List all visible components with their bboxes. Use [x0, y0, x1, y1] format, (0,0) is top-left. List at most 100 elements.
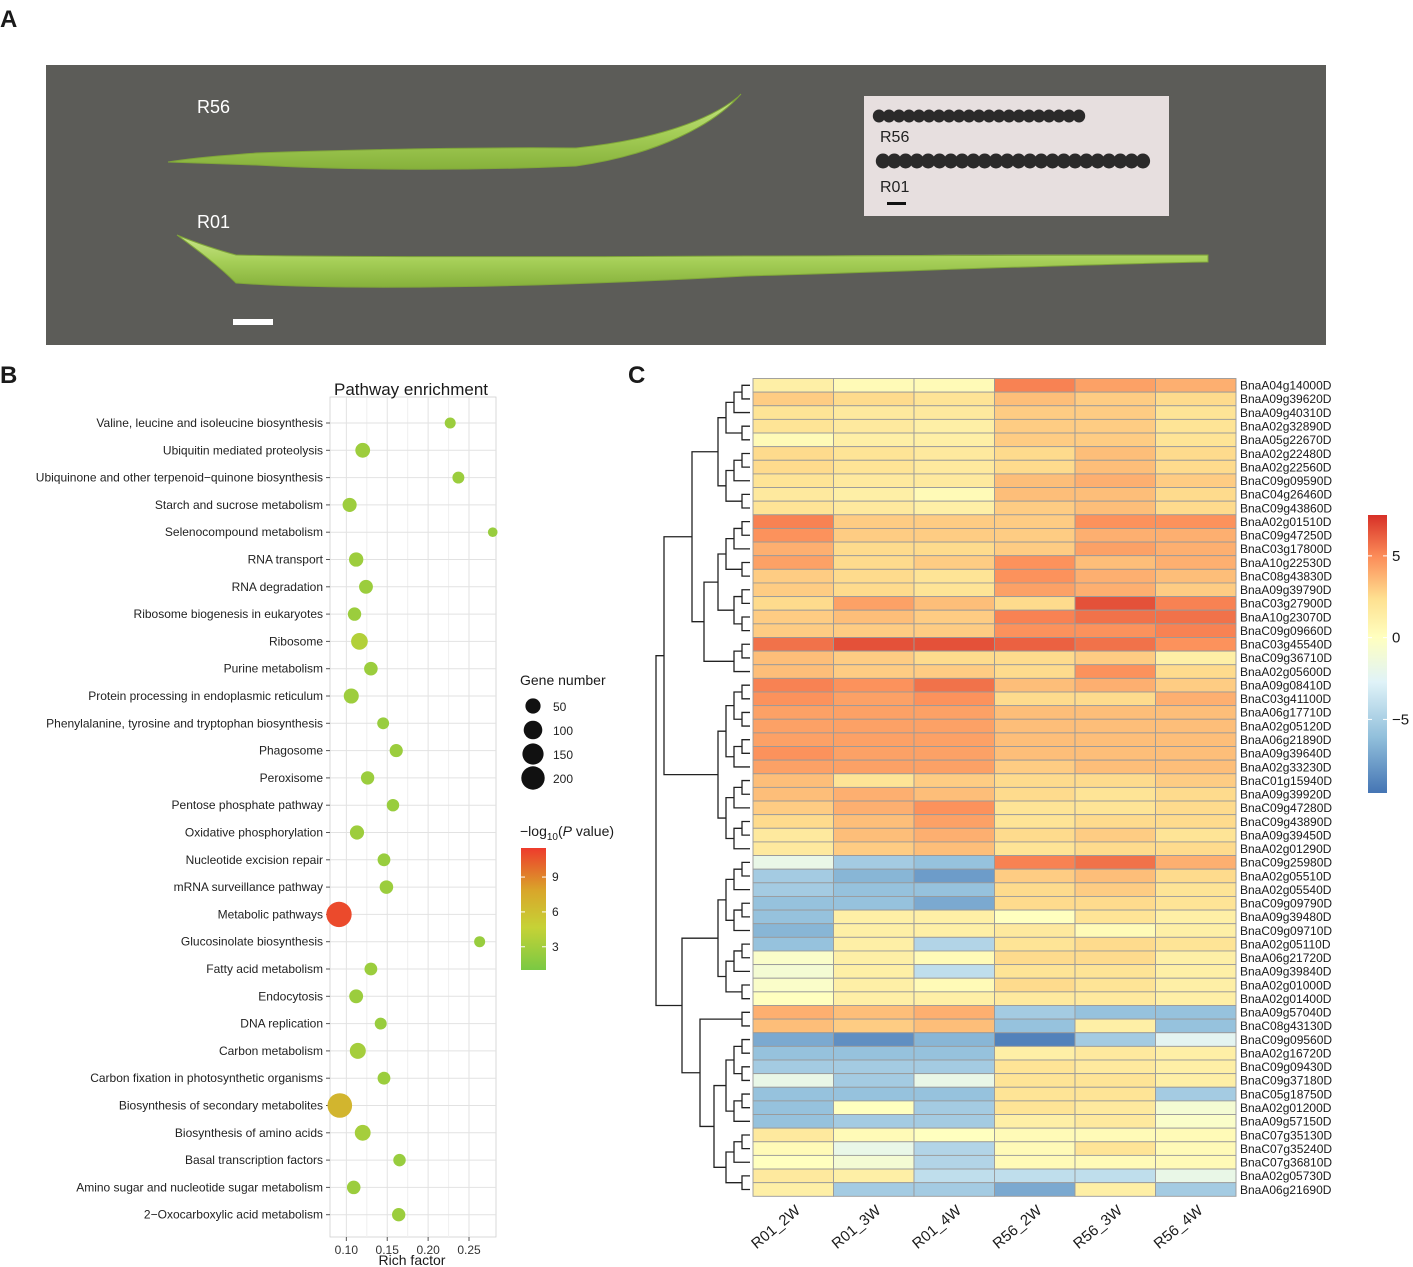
heatmap-cell-34-4: [1074, 841, 1156, 856]
pod-scale-bar: [233, 319, 273, 325]
heatmap-cell-6-5: [1155, 459, 1237, 475]
heatmap-cell-38-5: [1155, 895, 1237, 911]
heatmap-cell-33-5: [1155, 827, 1237, 843]
heatmap-cell-16-4: [1074, 596, 1156, 611]
gene-label-58: BnaA02g05730D: [1240, 1169, 1332, 1183]
seed-r56-1: [882, 109, 896, 123]
heatmap-cell-31-4: [1074, 800, 1156, 816]
heatmap-cell-28-0: [752, 759, 834, 775]
pathway-label-10: Protein processing in endoplasmic reticu…: [88, 689, 323, 703]
heatmap-cell-9-1: [833, 500, 915, 516]
heatmap-cell-29-5: [1155, 773, 1237, 788]
heatmap-cell-22-0: [752, 677, 834, 693]
heatmap-cell-41-0: [752, 936, 834, 952]
heatmap-cell-54-3: [994, 1114, 1076, 1129]
heatmap-cell-44-5: [1155, 977, 1237, 993]
pod-r01: [176, 234, 1209, 288]
heatmap-cell-28-3: [994, 759, 1076, 775]
pvalue-legend-title: −log10(P value): [520, 823, 614, 843]
dendrogram-branch: [717, 417, 726, 487]
seed-r01-23: [1135, 153, 1151, 169]
seed-r01-0: [875, 153, 891, 169]
dendrogram-branch: [733, 650, 750, 673]
size-legend-label-3: 200: [553, 772, 573, 786]
dendrogram-branch: [717, 553, 734, 611]
heatmap-cell-41-4: [1074, 936, 1156, 952]
heatmap-cell-58-3: [994, 1168, 1076, 1184]
heatmap-cell-49-0: [752, 1045, 834, 1061]
enrichment-dot-27: [393, 1153, 406, 1167]
heatmap-cell-6-3: [994, 459, 1076, 475]
heatmap-cell-11-1: [833, 527, 915, 543]
gene-label-25: BnaA02g05120D: [1240, 719, 1332, 733]
heatmap-cell-10-2: [913, 514, 995, 529]
heatmap-cell-43-1: [833, 964, 915, 979]
dendrogram-branch: [741, 452, 750, 468]
pathway-label-18: Metabolic pathways: [218, 907, 323, 921]
heatmap-cell-11-3: [994, 527, 1076, 543]
seed-r56-20: [1072, 109, 1086, 123]
seed-r01-13: [1022, 153, 1038, 169]
heatmap-cell-59-1: [833, 1182, 915, 1197]
heatmap-cell-8-0: [752, 487, 834, 502]
heatmap-cell-4-2: [913, 432, 995, 448]
heatmap-cell-50-5: [1155, 1059, 1237, 1075]
seed-r01-21: [1113, 153, 1128, 169]
heatmap-cell-27-1: [833, 746, 915, 761]
heatmap-cell-34-1: [833, 841, 915, 856]
enrichment-dot-10: [343, 688, 359, 704]
heatmap-cell-12-5: [1155, 541, 1237, 557]
gene-labels: BnaA04g14000DBnaA09g39620DBnaA09g40310DB…: [1240, 379, 1332, 1197]
heatmap-colorbar-label-2: −5: [1392, 711, 1409, 728]
gene-label-53: BnaA02g01200D: [1240, 1101, 1332, 1115]
heatmap-cell-34-5: [1155, 841, 1237, 856]
pathway-label-19: Glucosinolate biosynthesis: [181, 935, 323, 949]
enrichment-dot-4: [487, 527, 498, 537]
heatmap-cell-2-4: [1074, 405, 1156, 420]
heatmap-cell-25-4: [1074, 718, 1156, 734]
heatmap-cell-27-4: [1074, 746, 1156, 761]
heatmap-cell-26-5: [1155, 732, 1237, 747]
heatmap-cell-7-3: [994, 473, 1076, 488]
heatmap-cell-57-2: [913, 1154, 995, 1170]
heatmap-cell-23-3: [994, 691, 1076, 707]
row-dendrogram: [655, 384, 750, 1191]
heatmap-cell-16-0: [752, 596, 834, 611]
heatmap-cell-43-3: [994, 964, 1076, 979]
heatmap-cell-24-1: [833, 705, 915, 720]
heatmap-cell-31-3: [994, 800, 1076, 816]
dendrogram-branch: [725, 960, 742, 993]
seed-r56-0: [872, 109, 886, 123]
gene-label-47: BnaC08g43130D: [1240, 1019, 1332, 1033]
enrichment-dot-26: [354, 1124, 371, 1141]
heatmap-cell-18-4: [1074, 623, 1156, 638]
enrichment-dot-2: [452, 471, 465, 484]
size-legend-dot-2: [522, 743, 544, 765]
heatmap-colorbar: 5 0 −5: [1368, 515, 1409, 793]
dendrogram-branch: [741, 520, 750, 536]
heatmap-cell-47-3: [994, 1018, 1076, 1034]
heatmap-cell-35-3: [994, 855, 1076, 870]
heatmap-cell-1-5: [1155, 391, 1237, 407]
heatmap-cell-25-2: [913, 718, 995, 734]
size-legend-dot-1: [523, 720, 543, 740]
heatmap-cell-27-2: [913, 746, 995, 761]
gene-label-54: BnaA09g57150D: [1240, 1115, 1332, 1129]
heatmap-cell-15-0: [752, 582, 834, 598]
heatmap-cell-33-4: [1074, 827, 1156, 843]
pathway-label-12: Phagosome: [259, 744, 323, 758]
heatmap-cell-16-3: [994, 596, 1076, 611]
heatmap-cell-47-0: [752, 1018, 834, 1034]
enrichment-dot-25: [327, 1093, 353, 1118]
heatmap-cell-42-5: [1155, 950, 1237, 966]
pathway-label-26: Biosynthesis of amino acids: [175, 1126, 323, 1140]
seed-r01-4: [921, 153, 936, 169]
heatmap-cell-41-3: [994, 936, 1076, 952]
heatmap-cell-45-2: [913, 991, 995, 1006]
heatmap-cell-36-3: [994, 868, 1076, 884]
heatmap-cell-25-0: [752, 718, 834, 734]
heatmap-cell-29-3: [994, 773, 1076, 788]
heatmap-cell-53-2: [913, 1100, 995, 1115]
heatmap-cell-49-4: [1074, 1045, 1156, 1061]
dendrogram-branch: [741, 1066, 750, 1082]
